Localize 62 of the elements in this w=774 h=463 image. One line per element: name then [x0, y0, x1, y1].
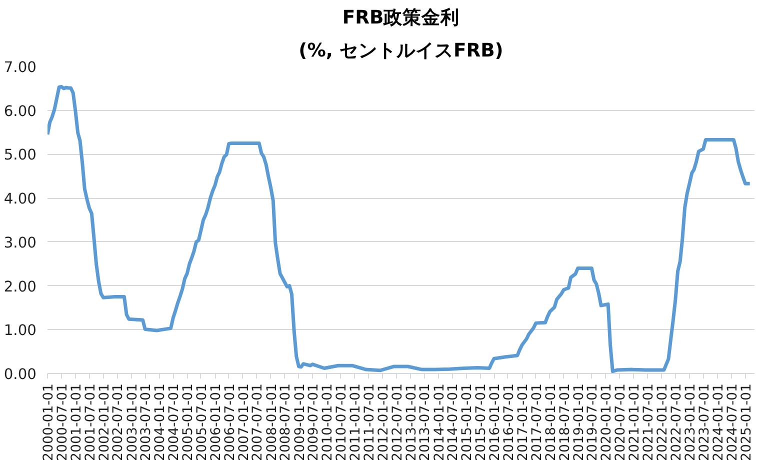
x-tick-label: 2000-07-01 [55, 383, 70, 461]
x-tick-label: 2001-01-01 [69, 383, 84, 461]
x-tick-label: 2008-01-01 [264, 383, 280, 461]
y-tick-label: 6.00 [4, 102, 37, 120]
x-tick-label: 2021-07-01 [642, 383, 657, 461]
x-tick-label: 2019-01-01 [572, 383, 587, 461]
x-tick-label: 2007-07-01 [250, 383, 266, 461]
x-tick-label: 2019-07-01 [586, 383, 601, 461]
y-tick-label: 1.00 [4, 322, 37, 340]
y-tick-label: 7.00 [4, 59, 37, 76]
x-tick-label: 2005-07-01 [194, 383, 210, 461]
x-tick-label: 2015-01-01 [460, 383, 476, 461]
x-tick-label: 2023-01-01 [683, 383, 698, 461]
x-tick-label: 2017-01-01 [516, 383, 532, 461]
x-tick-label: 2011-01-01 [348, 383, 364, 461]
x-tick-label: 2013-01-01 [404, 383, 420, 461]
x-tick-label: 2002-01-01 [97, 383, 112, 461]
x-tick-label: 2011-07-01 [362, 383, 378, 461]
x-tick-label: 2022-01-01 [656, 383, 671, 461]
x-tick-label: 2009-07-01 [306, 383, 322, 461]
x-tick-label: 2012-01-01 [376, 383, 392, 461]
x-tick-label: 2023-07-01 [697, 383, 712, 461]
x-tick-label: 2003-01-01 [125, 383, 140, 461]
x-tick-label: 2009-01-01 [292, 383, 308, 461]
x-tick-label: 2001-07-01 [83, 383, 98, 461]
x-tick-label: 2016-01-01 [488, 383, 504, 461]
y-tick-label: 3.00 [4, 234, 37, 252]
x-tick-label: 2006-01-01 [209, 383, 224, 461]
line-series [48, 84, 752, 374]
x-tick-label: 2016-07-01 [502, 383, 517, 461]
x-tick-label: 2003-07-01 [139, 383, 154, 461]
x-tick-label: 2006-07-01 [222, 383, 238, 461]
x-tick-label: 2018-07-01 [558, 383, 573, 461]
x-tick-label: 2004-07-01 [167, 383, 182, 461]
x-tick-label: 2014-01-01 [432, 383, 448, 461]
x-tick-label: 2024-01-01 [711, 383, 726, 461]
x-tick-label: 2020-07-01 [614, 383, 629, 461]
x-tick-label: 2018-01-01 [544, 383, 559, 461]
x-tick-label: 2025-01-01 [739, 383, 754, 461]
y-tick-label: 2.00 [4, 278, 37, 296]
x-tick-label: 2015-07-01 [474, 383, 490, 461]
y-tick-label: 4.00 [4, 190, 37, 208]
x-tick-label: 2012-07-01 [390, 383, 406, 461]
x-tick-label: 2000-01-01 [42, 383, 56, 461]
x-tick-label: 2005-01-01 [181, 383, 196, 461]
x-tick-label: 2014-07-01 [446, 383, 462, 461]
x-tick-label: 2013-07-01 [418, 383, 434, 461]
x-tick-label: 2007-01-01 [236, 383, 252, 461]
chart-subtitle: (%, セントルイスFRB) [298, 40, 504, 62]
y-tick-label: 5.00 [4, 146, 37, 164]
x-tick-label: 2022-07-01 [669, 383, 684, 461]
x-tick-label: 2010-01-01 [320, 383, 336, 461]
x-tick-label: 2010-07-01 [334, 383, 350, 461]
x-tick-label: 2021-01-01 [628, 383, 643, 461]
x-tick-label: 2020-01-01 [600, 383, 615, 461]
chart-title: FRB政策金利 [342, 6, 460, 28]
y-tick-label: 0.00 [4, 366, 37, 383]
x-tick-label: 2004-01-01 [153, 383, 168, 461]
x-tick-label: 2024-07-01 [725, 383, 740, 461]
x-tick-label: 2008-07-01 [278, 383, 294, 461]
x-tick-label: 2017-07-01 [530, 383, 545, 461]
x-tick-label: 2002-07-01 [111, 383, 126, 461]
